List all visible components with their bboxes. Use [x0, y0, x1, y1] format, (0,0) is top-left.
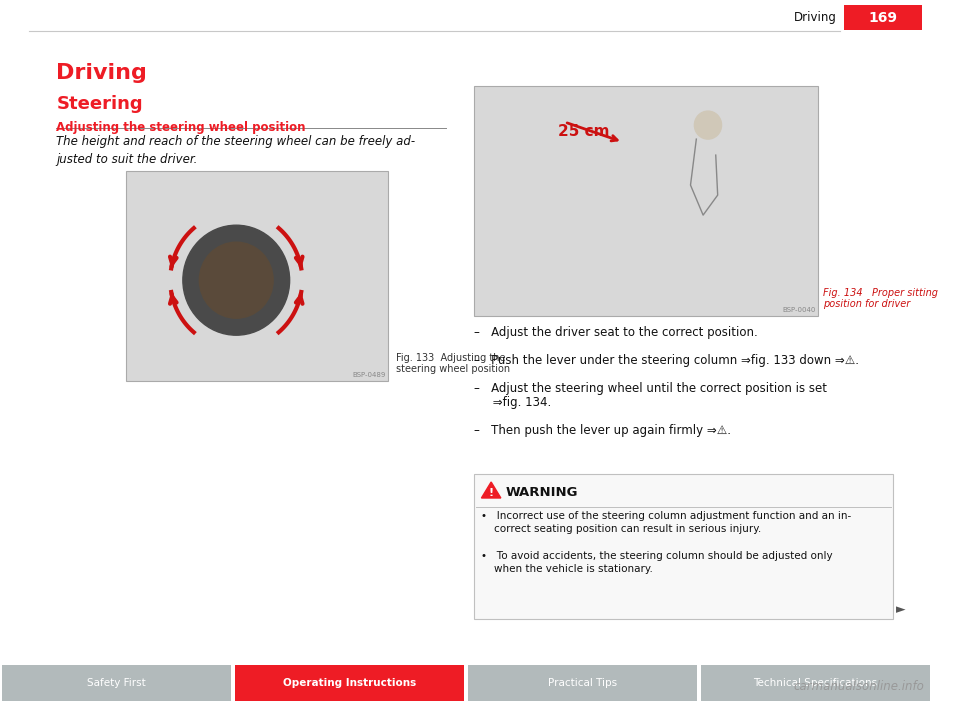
Text: BSP-0040: BSP-0040	[782, 307, 815, 313]
Bar	[126, 171, 388, 381]
Circle shape	[200, 243, 274, 318]
Text: BSP-0489: BSP-0489	[352, 372, 385, 378]
Text: Safety First: Safety First	[87, 678, 146, 688]
Text: Fig. 134   Proper sitting: Fig. 134 Proper sitting	[823, 288, 938, 298]
Text: ⇒fig. 134.: ⇒fig. 134.	[473, 396, 551, 409]
Text: !: !	[489, 488, 493, 498]
Circle shape	[694, 111, 722, 139]
Bar	[473, 86, 818, 316]
Bar	[2, 665, 231, 701]
Text: Technical Specifications: Technical Specifications	[754, 678, 877, 688]
Text: –   Then push the lever up again firmly ⇒⚠.: – Then push the lever up again firmly ⇒⚠…	[473, 424, 731, 437]
Text: Operating Instructions: Operating Instructions	[283, 678, 416, 688]
Text: Adjusting the steering wheel position: Adjusting the steering wheel position	[57, 121, 306, 134]
Text: •   Incorrect use of the steering column adjustment function and an in-
    corr: • Incorrect use of the steering column a…	[481, 511, 852, 534]
Bar	[701, 665, 930, 701]
Text: The height and reach of the steering wheel can be freely ad-
justed to suit the : The height and reach of the steering whe…	[57, 135, 416, 166]
Text: 169: 169	[869, 11, 898, 25]
Text: Steering: Steering	[57, 95, 143, 113]
Text: steering wheel position: steering wheel position	[396, 364, 510, 374]
Text: –   Adjust the steering wheel until the correct position is set: – Adjust the steering wheel until the co…	[473, 382, 827, 395]
Bar	[845, 5, 923, 30]
Text: 25 cm: 25 cm	[558, 125, 610, 139]
Text: –   Adjust the driver seat to the correct position.: – Adjust the driver seat to the correct …	[473, 326, 757, 339]
Text: Driving: Driving	[794, 11, 837, 24]
Text: position for driver: position for driver	[823, 299, 910, 309]
Text: Fig. 133  Adjusting the: Fig. 133 Adjusting the	[396, 353, 506, 363]
Text: ►: ►	[896, 603, 905, 616]
Bar	[468, 665, 697, 701]
Text: WARNING: WARNING	[506, 486, 578, 498]
Text: •   To avoid accidents, the steering column should be adjusted only
    when the: • To avoid accidents, the steering colum…	[481, 551, 833, 574]
Text: Practical Tips: Practical Tips	[548, 678, 617, 688]
Bar	[473, 474, 893, 619]
Text: –   Push the lever under the steering column ⇒fig. 133 down ⇒⚠.: – Push the lever under the steering colu…	[473, 354, 858, 367]
Polygon shape	[481, 482, 501, 498]
Circle shape	[182, 225, 290, 335]
Text: Driving: Driving	[57, 63, 147, 83]
Text: carmanualsonline.info: carmanualsonline.info	[793, 680, 924, 693]
Bar	[235, 665, 464, 701]
